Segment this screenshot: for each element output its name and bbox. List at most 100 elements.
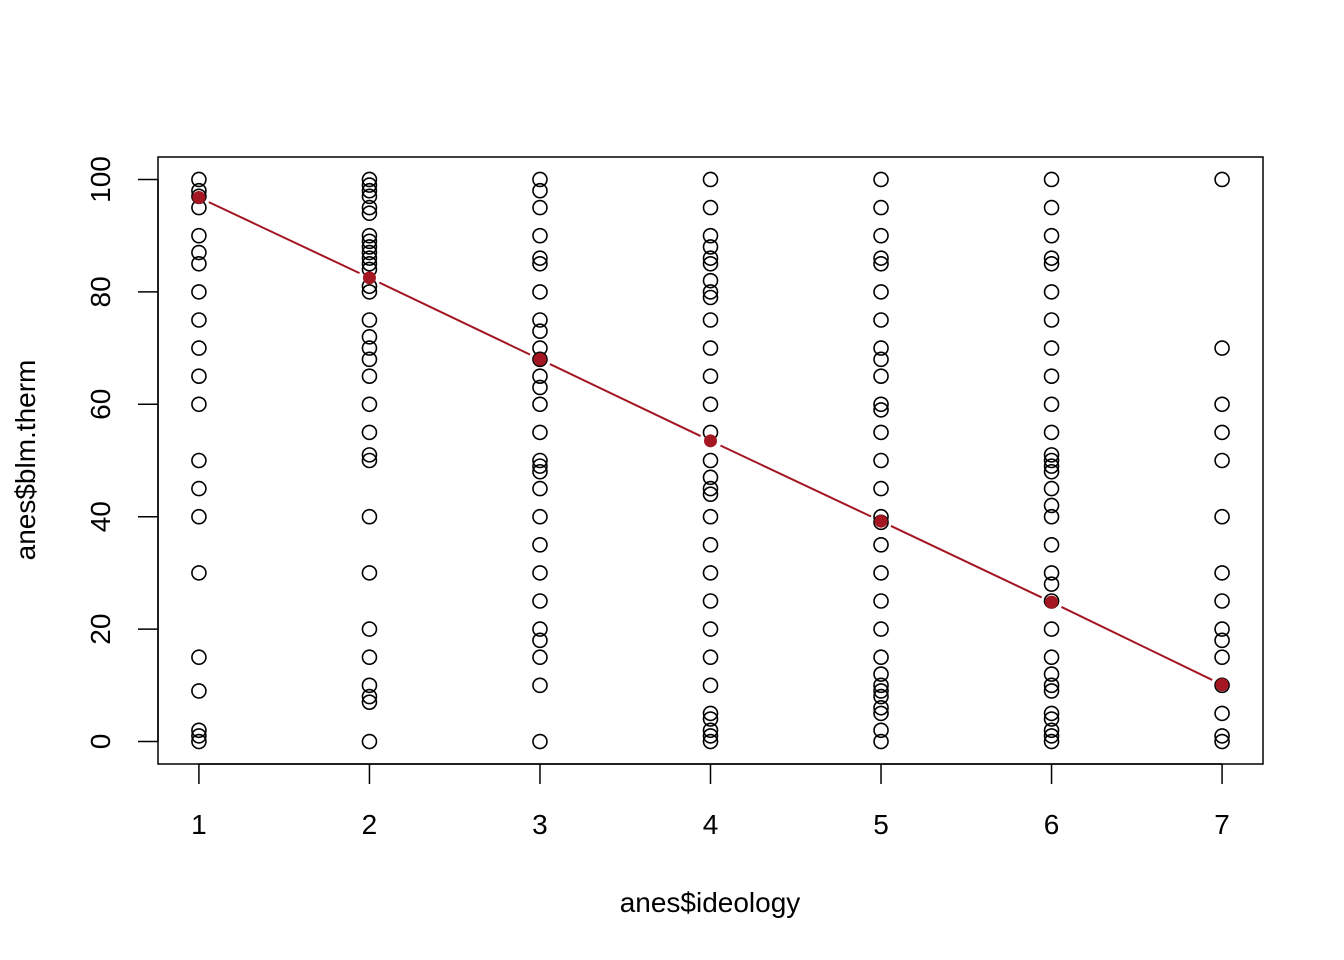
scatter-point <box>361 621 378 637</box>
scatter-point <box>873 199 889 216</box>
scatter-point <box>532 424 548 441</box>
scatter-point <box>1043 458 1060 474</box>
mean-point <box>874 514 888 528</box>
scatter-point <box>1043 312 1060 328</box>
scatter-point <box>361 452 378 469</box>
scatter-point <box>873 250 889 266</box>
scatter-point <box>702 728 719 744</box>
x-tick-label: 5 <box>873 809 889 840</box>
scatter-point <box>1214 508 1230 525</box>
scatter-point <box>1043 199 1060 216</box>
scatter-point <box>1214 593 1230 609</box>
scatter-point <box>191 480 207 497</box>
y-tick-label: 20 <box>85 614 116 645</box>
scatter-point <box>191 396 207 413</box>
scatter-point <box>361 694 378 710</box>
scatter-point <box>1043 227 1060 244</box>
scatter-point <box>361 329 378 345</box>
scatter-point <box>873 537 889 553</box>
scatter-point <box>1214 733 1230 750</box>
scatter-point <box>361 250 378 266</box>
scatter-point <box>532 480 548 497</box>
scatter-point <box>1043 250 1060 266</box>
scatter-point <box>873 677 889 694</box>
scatter-point <box>191 722 207 739</box>
scatter-point <box>1043 463 1060 480</box>
points-layer <box>191 171 1230 750</box>
scatter-point <box>191 255 207 272</box>
scatter-point <box>361 649 378 666</box>
scatter-point <box>702 255 719 272</box>
y-tick-label: 100 <box>85 156 116 203</box>
scatter-point <box>532 379 548 396</box>
scatter-point <box>702 649 719 666</box>
scatter-point <box>873 699 889 716</box>
scatter-point <box>361 424 378 441</box>
scatter-point <box>361 227 378 244</box>
mean-point <box>1215 678 1229 692</box>
scatter-point <box>1214 705 1230 722</box>
scatter-point <box>702 284 719 300</box>
scatter-point <box>1043 666 1060 682</box>
scatter-point <box>361 199 378 216</box>
scatter-point <box>361 244 378 261</box>
scatter-point <box>873 255 889 272</box>
scatter-point <box>873 733 889 750</box>
x-tick-label: 3 <box>532 809 548 840</box>
scatter-point <box>873 593 889 609</box>
scatter-point <box>873 227 889 244</box>
mean-line-segment <box>720 444 872 518</box>
scatter-point <box>361 351 378 368</box>
scatter-point <box>1214 649 1230 666</box>
scatter-point <box>702 239 719 255</box>
scatter-point <box>702 711 719 727</box>
scatter-point <box>361 340 378 356</box>
scatter-point <box>361 677 378 694</box>
scatter-point <box>702 480 719 497</box>
y-tick-label: 0 <box>85 734 116 750</box>
scatter-point <box>1043 508 1060 525</box>
y-tick-label: 80 <box>85 276 116 307</box>
scatter-point <box>532 632 548 649</box>
scatter-point <box>1214 565 1230 581</box>
scatter-point <box>361 188 378 205</box>
scatter-point <box>191 284 207 300</box>
scatter-point <box>702 486 719 503</box>
scatter-point <box>873 480 889 497</box>
scatter-point <box>532 255 548 272</box>
scatter-point <box>1043 171 1060 188</box>
scatter-point <box>1214 632 1230 649</box>
scatter-point <box>702 565 719 581</box>
scatter-point <box>702 250 719 266</box>
x-tick-label: 1 <box>191 809 207 840</box>
scatter-point <box>1043 452 1060 469</box>
mean-line-segment <box>208 201 360 275</box>
scatter-point <box>361 171 378 188</box>
scatter-point <box>191 171 207 188</box>
scatter-point <box>361 205 378 222</box>
y-axis-title: anes$blm.therm <box>10 360 41 561</box>
scatter-point <box>1043 728 1060 744</box>
scatter-point <box>873 351 889 368</box>
scatter-point <box>873 402 889 418</box>
scatter-point <box>1043 576 1060 592</box>
scatter-point <box>1214 340 1230 356</box>
scatter-point <box>1043 649 1060 666</box>
scatter-point <box>532 537 548 553</box>
scatter-point <box>1043 621 1060 637</box>
scatter-point <box>532 508 548 525</box>
scatter-point <box>532 227 548 244</box>
scatter-point <box>1043 537 1060 553</box>
scatter-point <box>702 593 719 609</box>
scatter-point <box>1214 452 1230 469</box>
scatter-point <box>702 621 719 637</box>
scatter-point <box>702 199 719 216</box>
scatter-point <box>702 508 719 525</box>
scatter-point <box>191 733 207 750</box>
scatter-point <box>191 565 207 581</box>
plot-frame <box>157 156 1264 765</box>
x-axis-title: anes$ideology <box>620 887 801 918</box>
scatter-point <box>702 396 719 413</box>
scatter-point <box>361 239 378 255</box>
scatter-point <box>361 233 378 250</box>
